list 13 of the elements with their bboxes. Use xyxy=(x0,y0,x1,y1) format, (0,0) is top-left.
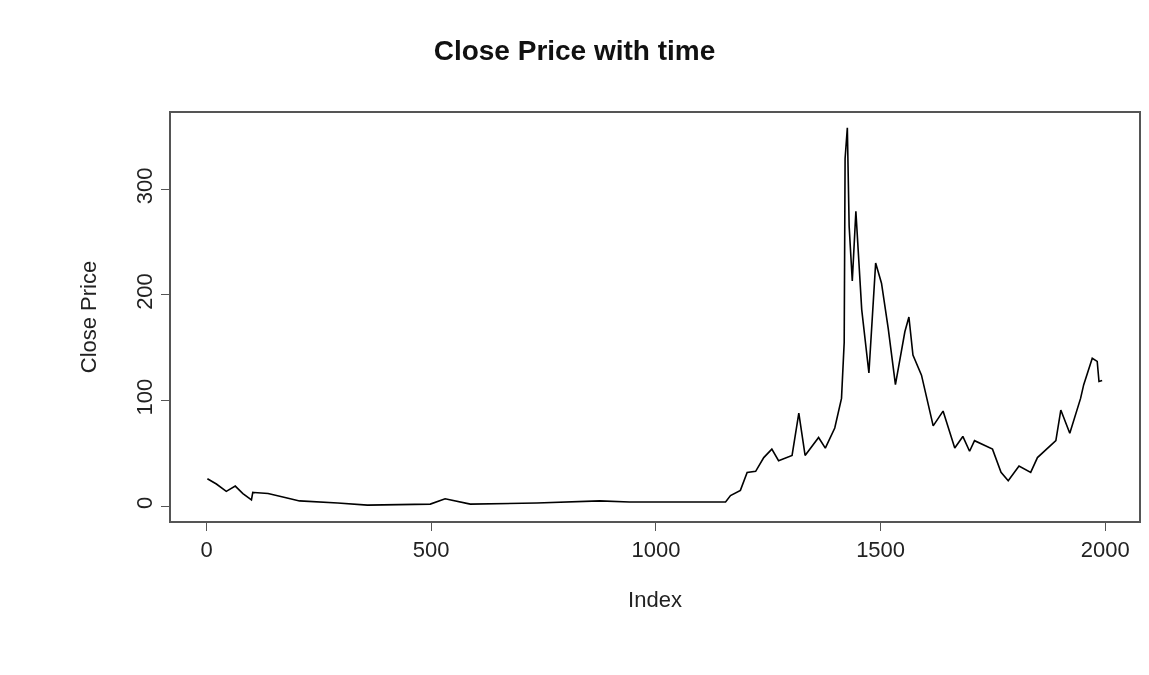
x-tick-label: 1000 xyxy=(631,537,681,563)
x-tick-label: 1500 xyxy=(856,537,906,563)
x-tick-label: 2000 xyxy=(1080,537,1130,563)
y-axis-title: Close Price xyxy=(75,260,101,374)
line-series xyxy=(206,127,1103,506)
y-tick-label: 0 xyxy=(132,496,158,510)
chart-title: Close Price with time xyxy=(433,35,716,67)
y-tick-label: 200 xyxy=(132,273,158,310)
y-tick-label: 100 xyxy=(132,378,158,416)
x-tick-label: 500 xyxy=(412,537,450,563)
y-tick-label: 300 xyxy=(132,167,158,205)
x-tick-label: 0 xyxy=(200,537,213,563)
x-axis-title: Index xyxy=(628,586,682,612)
